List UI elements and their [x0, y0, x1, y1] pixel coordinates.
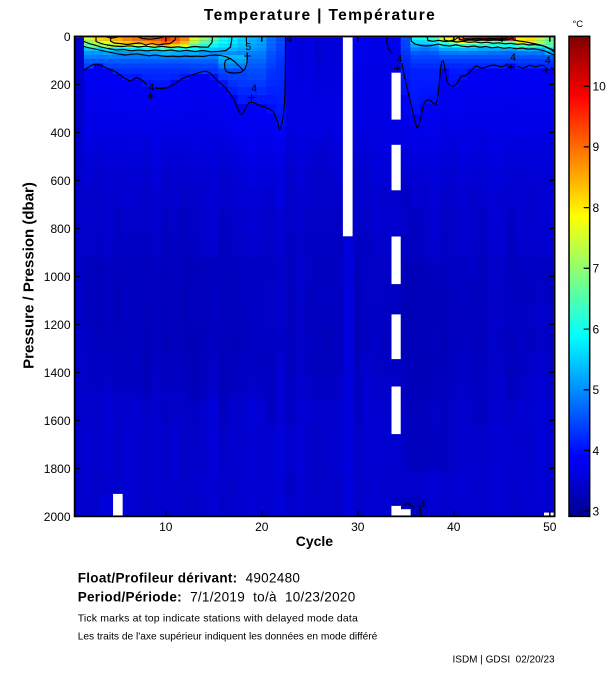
svg-text:10: 10: [593, 80, 607, 94]
svg-text:1600: 1600: [44, 414, 71, 428]
svg-text:6: 6: [593, 322, 600, 336]
svg-text:°C: °C: [573, 19, 584, 30]
svg-text:4: 4: [593, 444, 600, 458]
svg-text:4: 4: [396, 53, 402, 65]
svg-text:4: 4: [510, 52, 516, 64]
svg-text:40: 40: [447, 520, 461, 534]
svg-text:200: 200: [50, 78, 70, 92]
svg-text:800: 800: [50, 222, 70, 236]
svg-text:Period/Période: 7/1/2019 to/: Period/Période: 7/1/2019 to/à 10/23/2020: [78, 589, 356, 604]
svg-text:7: 7: [593, 262, 600, 276]
svg-text:4: 4: [251, 83, 257, 95]
svg-text:Tick marks at top indicate sta: Tick marks at top indicate stations with…: [78, 612, 358, 624]
svg-text:600: 600: [50, 174, 70, 188]
svg-text:3: 3: [420, 499, 425, 510]
svg-text:4: 4: [545, 55, 551, 67]
svg-text:Temperature | Température: Temperature | Température: [204, 7, 436, 24]
svg-text:Pressure / Pression (dbar): Pressure / Pression (dbar): [21, 182, 38, 369]
svg-text:5: 5: [593, 383, 600, 397]
svg-text:1800: 1800: [44, 462, 71, 476]
svg-text:400: 400: [50, 126, 70, 140]
svg-text:Float/Profileur dérivant: 490: Float/Profileur dérivant: 4902480: [78, 571, 301, 586]
svg-text:1400: 1400: [44, 366, 71, 380]
svg-text:Cycle: Cycle: [296, 533, 334, 549]
svg-text:10: 10: [159, 520, 173, 534]
svg-text:2000: 2000: [44, 510, 71, 524]
svg-text:4: 4: [149, 82, 155, 94]
svg-text:ISDM | GDSI 02/20/23: ISDM | GDSI 02/20/23: [453, 654, 556, 665]
svg-text:9: 9: [593, 140, 600, 154]
svg-text:3: 3: [593, 505, 600, 519]
svg-text:5: 5: [245, 41, 251, 53]
svg-text:8: 8: [593, 201, 600, 215]
svg-text:Les traits de l'axe supérieur: Les traits de l'axe supérieur indiquent …: [78, 632, 378, 643]
svg-text:20: 20: [255, 520, 269, 534]
svg-text:0: 0: [64, 30, 71, 44]
svg-text:4: 4: [286, 33, 292, 45]
svg-text:50: 50: [543, 520, 557, 534]
svg-text:1200: 1200: [44, 318, 71, 332]
svg-text:1000: 1000: [44, 270, 71, 284]
svg-text:30: 30: [351, 520, 365, 534]
